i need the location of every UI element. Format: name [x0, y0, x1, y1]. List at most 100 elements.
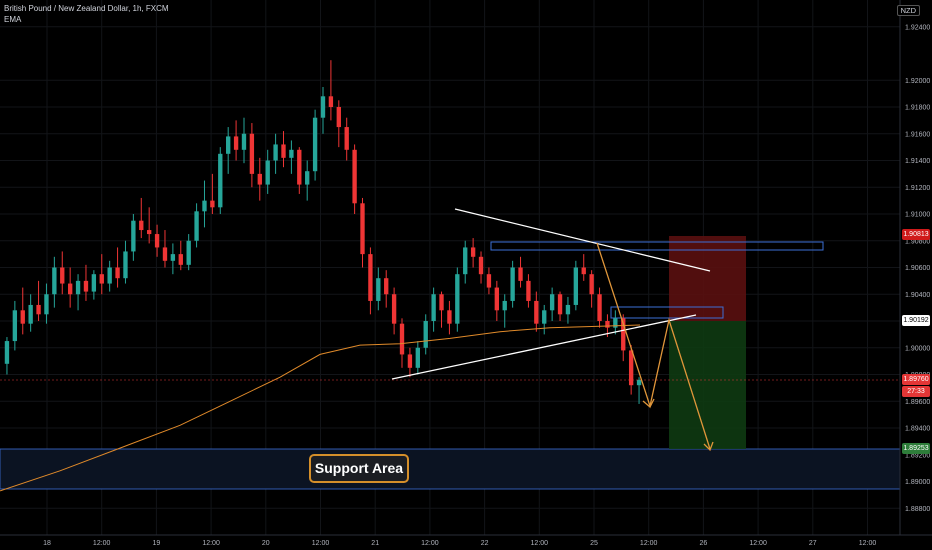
candle-body	[99, 274, 104, 284]
candle-body	[455, 274, 460, 324]
price-tick-label: 1.91000	[905, 212, 930, 219]
candle-body	[360, 203, 365, 255]
candle-body	[162, 247, 168, 261]
candle-body	[154, 234, 160, 248]
candle-body	[28, 304, 33, 324]
candle-body	[368, 254, 373, 301]
time-tick-label: 20	[262, 540, 270, 547]
candle-body	[241, 133, 247, 150]
candle-body	[565, 304, 571, 315]
time-tick-label: 27	[809, 540, 817, 547]
candle-body	[83, 280, 89, 292]
currency-badge[interactable]: NZD	[896, 5, 920, 16]
projection-arrowhead-1	[642, 398, 655, 409]
time-tick-label: 19	[153, 540, 161, 547]
candle-body	[597, 294, 602, 321]
candle-body	[123, 251, 128, 279]
projection-path	[596, 242, 711, 450]
price-tick-label: 1.89600	[905, 399, 930, 406]
candle-body	[344, 127, 349, 150]
candle-body	[470, 247, 476, 257]
candle-body	[320, 96, 326, 118]
candle-body	[36, 304, 41, 315]
grid-lines	[0, 0, 900, 535]
candle-body	[265, 160, 270, 185]
candle-body	[107, 267, 112, 284]
candle-body	[202, 200, 207, 212]
symbol-title: British Pound / New Zealand Dollar, 1h, …	[4, 4, 169, 13]
price-axis[interactable]: 1.92400 1.92000 1.91800 1.91600 1.91400 1.912…	[905, 24, 930, 513]
candle-body	[91, 274, 97, 292]
candle-body	[542, 310, 547, 324]
time-tick-label: 22	[481, 540, 489, 547]
triangle-upper-line	[454, 208, 711, 272]
bar-countdown-tag: 27:33	[902, 386, 930, 397]
ema-line	[0, 324, 641, 492]
candlestick-series	[4, 60, 642, 404]
time-tick-label: 12:00	[640, 540, 658, 547]
candle-body	[636, 379, 642, 386]
candle-body	[376, 278, 381, 301]
price-tick-label: 1.92000	[905, 78, 930, 85]
time-tick-label: 12:00	[749, 540, 767, 547]
price-tick-label: 1.90600	[905, 265, 930, 272]
price-tick-label: 1.91200	[905, 185, 930, 192]
candle-body	[557, 294, 563, 315]
candle-body	[589, 274, 594, 295]
candle-body	[447, 310, 452, 324]
time-axis[interactable]: 18 12:00 19 12:00 20 12:00 21 12:00 22 12:00 25 12:…	[43, 540, 876, 547]
time-tick-label: 12:00	[93, 540, 111, 547]
time-tick-label: 18	[43, 540, 51, 547]
candle-body	[628, 350, 634, 386]
candle-body	[486, 274, 492, 288]
candle-body	[613, 318, 618, 328]
candle-body	[534, 300, 539, 324]
entry-price-tag: 1.90192	[902, 315, 930, 326]
time-tick-label: 12:00	[859, 540, 877, 547]
stop-loss-zone	[669, 236, 746, 321]
candle-body	[581, 267, 586, 275]
candle-body	[502, 300, 507, 311]
candle-body	[194, 211, 199, 241]
candle-body	[384, 278, 389, 295]
candle-body	[186, 240, 191, 265]
support-zone	[0, 448, 901, 490]
candle-body	[399, 323, 405, 355]
candle-body	[415, 347, 420, 368]
triangle-lower-line	[391, 314, 697, 380]
candle-body	[226, 136, 231, 154]
candle-body	[115, 267, 120, 279]
candle-body	[75, 280, 81, 295]
last-price-tag: 1.89760	[902, 374, 930, 385]
candle-body	[52, 267, 57, 295]
price-tick-label: 1.91400	[905, 158, 930, 165]
price-tick-label: 1.91600	[905, 131, 930, 138]
candle-body	[312, 117, 318, 172]
candle-body	[526, 280, 531, 301]
candle-body	[336, 107, 341, 128]
candle-body	[297, 149, 302, 185]
candle-body	[170, 254, 176, 261]
price-tick-label: 1.92400	[905, 24, 930, 31]
candle-body	[573, 267, 579, 305]
candle-body	[518, 267, 523, 281]
candle-body	[423, 321, 428, 348]
candle-body	[407, 354, 413, 368]
candle-body	[273, 144, 278, 161]
candle-body	[178, 254, 183, 265]
candle-body	[20, 310, 25, 324]
candle-body	[233, 136, 239, 150]
candle-body	[328, 96, 334, 107]
candle-body	[12, 310, 18, 342]
candle-body	[621, 318, 626, 351]
price-tick-label: 1.91800	[905, 105, 930, 112]
time-tick-label: 12:00	[421, 540, 439, 547]
price-tick-label: 1.90400	[905, 292, 930, 299]
candle-body	[249, 133, 255, 174]
projection-arrowhead-2	[703, 441, 714, 452]
time-tick-label: 21	[371, 540, 379, 547]
candle-body	[549, 294, 555, 311]
candle-body	[210, 200, 215, 208]
time-tick-label: 12:00	[531, 540, 549, 547]
